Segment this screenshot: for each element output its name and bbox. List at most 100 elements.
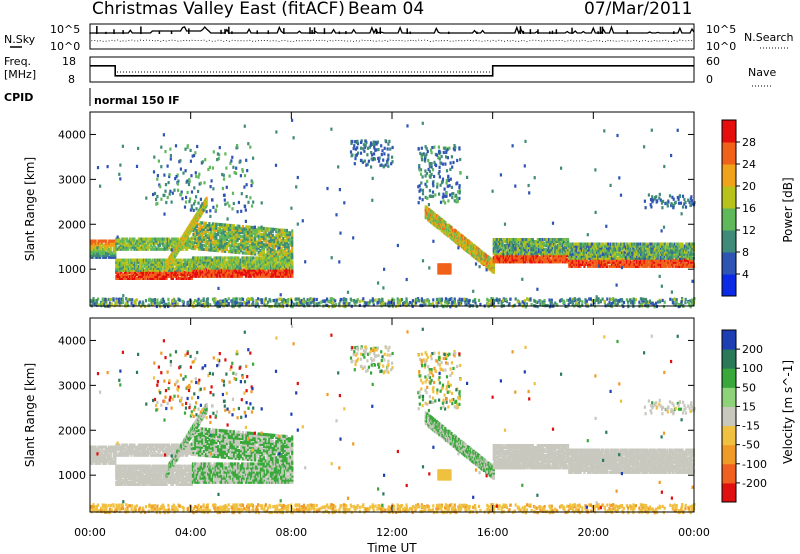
power-cell <box>285 239 288 243</box>
power-cell <box>118 239 121 243</box>
power-cell <box>583 242 586 246</box>
power-cell <box>192 234 195 238</box>
power-cell <box>541 242 544 246</box>
power-cell <box>540 254 543 258</box>
power-cell <box>249 258 252 262</box>
power-cell <box>222 258 225 262</box>
power-cell <box>595 252 599 256</box>
power-cell <box>282 254 285 259</box>
power-cell <box>238 266 241 270</box>
power-cell <box>251 256 254 260</box>
power-cell <box>262 256 265 260</box>
power-cell <box>262 268 265 272</box>
power-cell <box>130 260 133 264</box>
power-cell <box>266 239 269 243</box>
power-cell <box>527 244 531 248</box>
power-cell <box>220 249 223 253</box>
power-cell <box>164 264 167 268</box>
power-cell <box>553 260 556 264</box>
power-cell <box>548 240 551 244</box>
power-cell <box>243 260 246 264</box>
power-cell <box>604 244 607 248</box>
power-cell <box>276 266 279 270</box>
power-cell <box>213 266 216 270</box>
power-cell <box>549 258 552 262</box>
power-cell <box>201 235 204 239</box>
power-cell <box>141 270 144 274</box>
power-cell <box>522 256 526 260</box>
power-cell <box>181 276 185 280</box>
power-cell <box>564 258 567 262</box>
power-cell <box>112 253 115 257</box>
power-cell <box>273 254 276 258</box>
power-cell <box>256 266 259 270</box>
power-cell <box>125 270 128 274</box>
power-cell <box>282 244 285 248</box>
power-cell <box>592 264 595 268</box>
power-cell <box>111 255 114 259</box>
power-cell <box>254 234 257 238</box>
power-cell <box>558 242 561 246</box>
power-cell <box>137 272 140 276</box>
power-cell <box>238 248 241 253</box>
power-cell <box>266 233 269 237</box>
power-cell <box>269 241 273 245</box>
power-cell <box>284 247 287 251</box>
power-cell <box>515 244 518 248</box>
power-cell <box>271 272 274 276</box>
power-cell <box>256 264 259 268</box>
power-cell <box>105 245 108 249</box>
power-cell <box>499 256 502 260</box>
power-cell <box>449 265 452 269</box>
power-cell <box>580 260 583 264</box>
power-cell <box>174 243 177 247</box>
power-cell <box>169 241 172 245</box>
power-cell <box>250 231 253 236</box>
power-cell <box>131 237 134 241</box>
power-cell <box>124 237 127 241</box>
power-cell <box>598 246 601 250</box>
power-cell <box>250 235 253 240</box>
power-cell <box>140 272 143 276</box>
power-cell <box>196 237 199 241</box>
power-cell <box>197 241 200 245</box>
power-cell <box>229 260 232 264</box>
power-cell <box>185 266 188 270</box>
power-cell <box>550 242 553 246</box>
power-cell <box>598 258 601 262</box>
power-cell <box>190 240 193 244</box>
power-cell <box>146 276 149 280</box>
power-cell <box>148 241 151 245</box>
power-cell <box>165 245 168 249</box>
power-cell <box>184 260 187 264</box>
power-cell <box>589 242 592 246</box>
power-cell <box>225 270 229 274</box>
power-cell <box>522 248 526 252</box>
power-cell <box>234 260 237 264</box>
power-cell <box>160 260 163 264</box>
power-cell <box>470 242 473 246</box>
power-cell <box>121 268 124 272</box>
power-cell <box>205 196 208 200</box>
power-cell <box>556 244 559 248</box>
power-cell <box>444 162 447 166</box>
nsky-tick-top: 10^5 <box>50 23 80 36</box>
power-cell <box>536 238 539 242</box>
power-cell <box>277 238 280 242</box>
power-cell <box>202 260 205 264</box>
power-cell <box>257 250 260 254</box>
power-cell <box>570 254 573 258</box>
power-cell <box>229 274 232 278</box>
power-cell <box>254 252 257 256</box>
power-cell <box>524 258 527 262</box>
power-cell <box>249 268 252 272</box>
power-cell <box>194 262 197 266</box>
power-cell <box>257 252 260 256</box>
cpid-label: CPID <box>4 91 33 104</box>
power-cell <box>579 258 582 262</box>
power-cell <box>124 272 127 276</box>
power-cell <box>289 239 292 243</box>
power-cell <box>582 250 585 254</box>
power-cell <box>129 266 132 270</box>
power-cell <box>283 262 286 266</box>
